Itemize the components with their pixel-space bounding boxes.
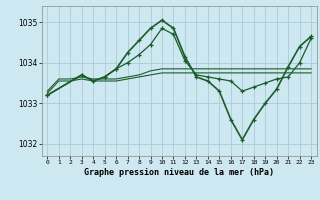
X-axis label: Graphe pression niveau de la mer (hPa): Graphe pression niveau de la mer (hPa) <box>84 168 274 177</box>
